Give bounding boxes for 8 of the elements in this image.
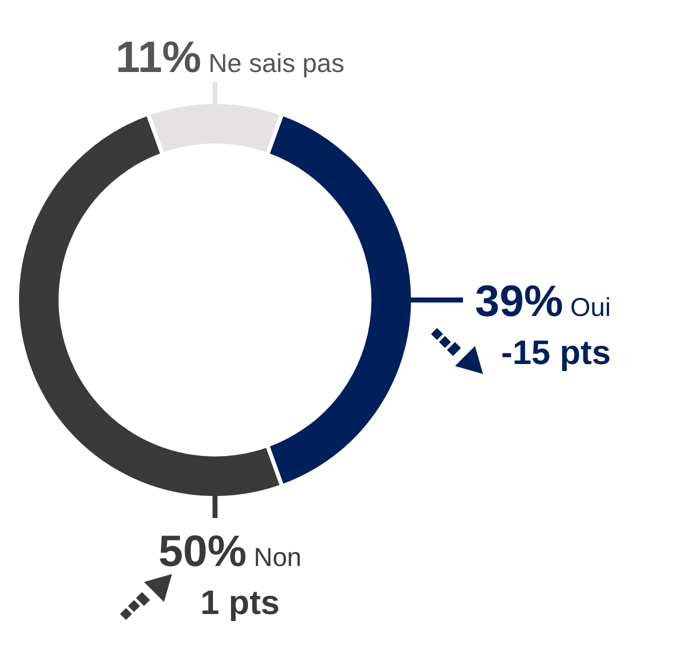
data-label: 11% bbox=[116, 33, 202, 82]
data-label: 39% bbox=[475, 277, 564, 326]
slice-label: Ne sais pas bbox=[201, 48, 344, 78]
text: 1 pts bbox=[200, 584, 280, 622]
slice-label: Non bbox=[246, 542, 302, 572]
slice-label: Oui bbox=[563, 292, 611, 322]
text: -15 pts bbox=[501, 334, 611, 372]
data-label: 50% bbox=[158, 527, 247, 576]
